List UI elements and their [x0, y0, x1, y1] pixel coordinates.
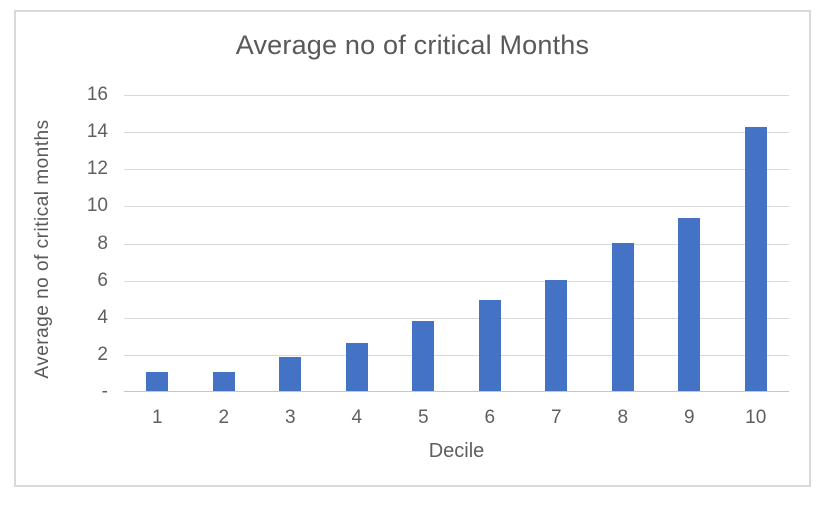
gridline — [124, 132, 789, 134]
x-tick-label: 6 — [484, 407, 496, 428]
y-tick-label: 8 — [97, 232, 108, 254]
x-tick-label: 4 — [351, 407, 363, 428]
bar-decile-1 — [146, 372, 169, 391]
gridline — [124, 280, 789, 282]
gridline — [124, 317, 789, 319]
gridline — [124, 354, 789, 356]
plot-area — [124, 95, 789, 392]
x-tick-label: 3 — [284, 407, 296, 428]
bar-decile-6 — [478, 300, 501, 391]
bar-decile-9 — [678, 218, 701, 391]
y-tick-label: 6 — [97, 269, 108, 291]
gridline — [124, 206, 789, 208]
bar-decile-8 — [611, 242, 634, 391]
x-axis-line — [124, 391, 789, 392]
bar-decile-3 — [279, 356, 302, 391]
chart-frame: Average no of critical Months Average no… — [14, 10, 811, 487]
x-tick-label: 8 — [617, 407, 629, 428]
x-tick-label: 7 — [550, 407, 562, 428]
y-tick-label: 12 — [86, 158, 108, 180]
y-tick-label: 14 — [86, 121, 108, 143]
x-tick-label: 10 — [745, 407, 767, 428]
y-tick-label: 2 — [97, 343, 108, 365]
bar-decile-5 — [412, 321, 435, 391]
y-tick-label: 4 — [97, 306, 108, 328]
y-tick-label: 10 — [86, 195, 108, 217]
bar-decile-2 — [212, 372, 235, 391]
gridline — [124, 169, 789, 171]
x-tick-label: 2 — [218, 407, 230, 428]
bar-decile-4 — [345, 342, 368, 391]
gridline — [124, 243, 789, 245]
x-axis-title: Decile — [428, 440, 485, 462]
bar-decile-7 — [545, 279, 568, 391]
chart-title: Average no of critical Months — [235, 30, 590, 60]
y-tick-label: 16 — [86, 84, 108, 105]
bar-decile-10 — [744, 127, 767, 391]
y-tick-label: - — [101, 381, 108, 402]
x-tick-label: 9 — [683, 407, 695, 428]
gridline — [124, 95, 789, 96]
x-tick-label: 1 — [151, 407, 163, 428]
x-tick-label: 5 — [417, 407, 429, 428]
